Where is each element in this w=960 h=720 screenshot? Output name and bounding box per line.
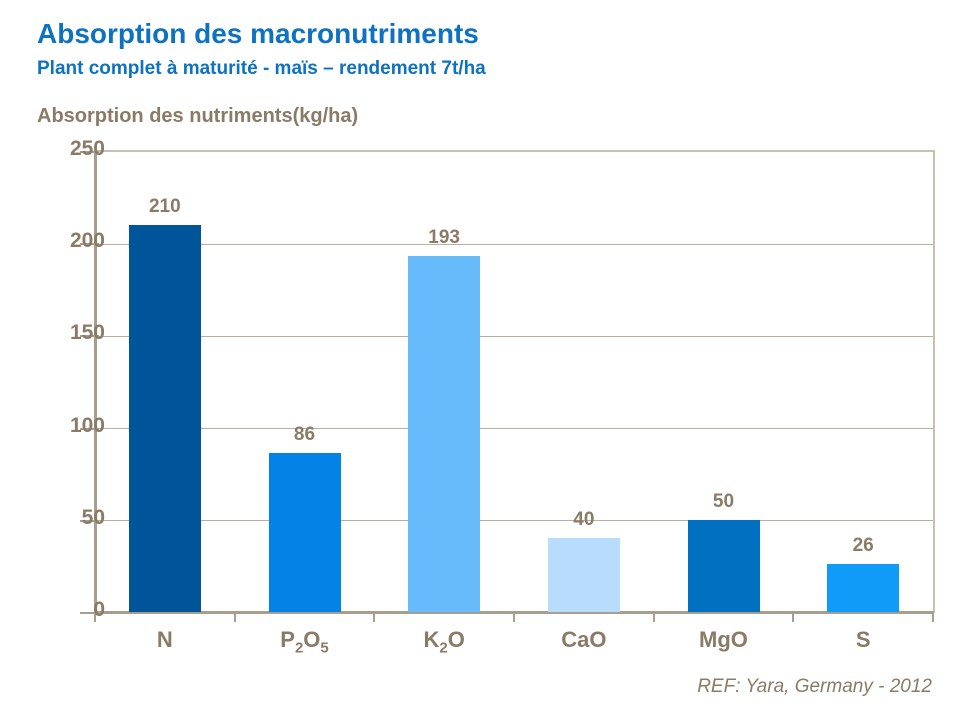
bar-chart-plot-area: 210 N 86 P2O5 193 K2O 40 CaO 50 MgO 26 S <box>80 150 935 655</box>
bar-value-label-P2O5: 86 <box>293 424 316 446</box>
x-category-label-K2O: K2O <box>423 627 465 657</box>
y-axis-tick-250 <box>80 151 99 153</box>
y-tick-label-200: 200 <box>69 229 105 253</box>
y-tick-label-150: 150 <box>69 321 105 345</box>
reference-note: REF: Yara, Germany - 2012 <box>697 676 932 697</box>
bar-S <box>827 564 900 612</box>
bar-value-label-N: 210 <box>148 195 181 217</box>
chart-axis-heading: Absorption des nutriments(kg/ha) <box>37 105 359 127</box>
y-tick-label-50: 50 <box>81 505 105 529</box>
x-axis-tick-5 <box>792 614 795 622</box>
x-axis-tick-4 <box>652 614 655 622</box>
y-tick-label-0: 0 <box>93 598 105 621</box>
y-axis-tick-150 <box>80 335 99 338</box>
y-tick-label-250: 250 <box>69 137 105 160</box>
x-axis-tick-3 <box>513 614 515 622</box>
bar-MgO <box>687 519 760 612</box>
y-axis-tick-50 <box>80 519 99 522</box>
gridline-150 <box>95 335 933 337</box>
bar-CaO <box>547 538 620 612</box>
y-axis-tick-100 <box>80 427 99 430</box>
y-axis-tick-200 <box>80 243 99 246</box>
x-category-label-P2O5: P2O5 <box>280 627 329 657</box>
x-axis-tick-2 <box>373 614 376 622</box>
x-axis-line <box>94 611 934 614</box>
page-title: Absorption des macronutriments <box>37 18 479 49</box>
gridline-200 <box>95 243 933 245</box>
y-tick-label-100: 100 <box>69 413 105 437</box>
bar-K2O <box>408 256 481 612</box>
x-axis-tick-0 <box>94 614 96 622</box>
x-category-label-S: S <box>855 627 871 652</box>
x-category-label-MgO: MgO <box>699 627 748 652</box>
gridline-50 <box>95 520 933 522</box>
page-subtitle: Plant complet à maturité - maïs – rendem… <box>37 58 486 79</box>
gridline-100 <box>95 428 933 430</box>
bar-value-label-S: 26 <box>852 535 874 557</box>
x-category-label-CaO: CaO <box>561 627 607 652</box>
x-axis-tick-1 <box>233 614 236 622</box>
bar-N <box>128 224 201 612</box>
y-axis-line <box>94 152 97 613</box>
bar-value-label-K2O: 193 <box>428 227 460 249</box>
x-axis-tick-6 <box>932 614 934 622</box>
bar-value-label-MgO: 50 <box>712 490 735 512</box>
bar-P2O5 <box>268 453 341 612</box>
x-category-label-N: N <box>156 627 173 652</box>
bar-value-label-CaO: 40 <box>573 509 595 531</box>
y-axis-tick-0 <box>80 612 99 614</box>
